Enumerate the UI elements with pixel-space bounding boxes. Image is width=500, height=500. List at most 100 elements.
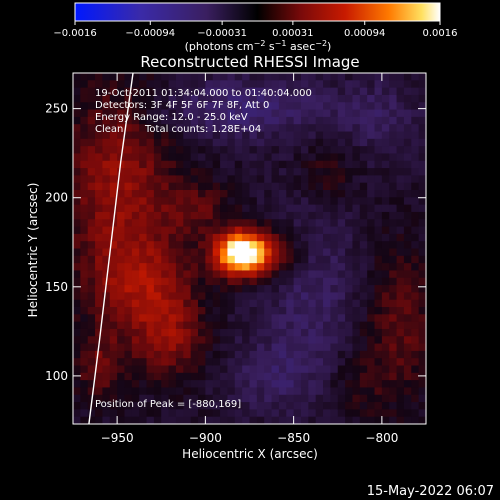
- heatmap-cell: [330, 358, 339, 367]
- heatmap-cell: [315, 160, 324, 169]
- heatmap-cell: [315, 380, 324, 389]
- heatmap-cell: [124, 299, 133, 308]
- heatmap-cell: [87, 358, 96, 367]
- heatmap-cell: [286, 204, 295, 213]
- heatmap-cell: [212, 219, 221, 228]
- heatmap-cell: [117, 190, 126, 198]
- annotation-total-counts: Total counts: 1.28E+04: [144, 124, 261, 135]
- heatmap-cell: [139, 138, 148, 147]
- heatmap-cell: [367, 94, 376, 103]
- heatmap-cell: [264, 116, 273, 125]
- heatmap-cell: [300, 190, 309, 198]
- heatmap-cell: [168, 73, 177, 81]
- heatmap-cell: [381, 138, 390, 147]
- heatmap-cell: [389, 255, 398, 264]
- heatmap-cell: [227, 372, 236, 381]
- heatmap-cell: [264, 146, 273, 155]
- heatmap-cell: [234, 394, 243, 403]
- heatmap-cell: [293, 292, 302, 301]
- heatmap-cell: [73, 146, 81, 155]
- heatmap-cell: [418, 226, 426, 235]
- heatmap-cell: [264, 211, 273, 220]
- heatmap-cell: [271, 197, 280, 206]
- heatmap-cell: [403, 314, 412, 323]
- heatmap-cell: [411, 270, 420, 279]
- heatmap-cell: [396, 321, 405, 330]
- heatmap-cell: [271, 270, 280, 279]
- heatmap-cell: [249, 248, 258, 257]
- heatmap-cell: [418, 394, 426, 403]
- heatmap-cell: [220, 131, 229, 140]
- heatmap-cell: [286, 190, 295, 198]
- heatmap-cell: [146, 87, 155, 96]
- heatmap-cell: [418, 248, 426, 257]
- heatmap-cell: [190, 219, 199, 228]
- heatmap-cell: [337, 168, 346, 176]
- heatmap-cell: [183, 73, 192, 81]
- heatmap-cell: [139, 336, 148, 345]
- heatmap-cell: [109, 270, 118, 279]
- heatmap-cell: [389, 387, 398, 396]
- heatmap-cell: [315, 263, 324, 272]
- heatmap-cell: [359, 73, 368, 81]
- heatmap-cell: [146, 197, 155, 206]
- heatmap-cell: [256, 402, 265, 410]
- heatmap-cell: [345, 131, 354, 140]
- heatmap-cell: [264, 343, 273, 352]
- heatmap-cell: [352, 197, 361, 206]
- heatmap-cell: [227, 394, 236, 403]
- heatmap-cell: [256, 336, 265, 345]
- heatmap-cell: [367, 80, 376, 89]
- heatmap-cell: [403, 372, 412, 381]
- heatmap-cell: [124, 131, 133, 140]
- heatmap-cell: [293, 204, 302, 213]
- heatmap-cell: [168, 350, 177, 359]
- heatmap-cell: [389, 336, 398, 345]
- heatmap-cell: [323, 182, 331, 191]
- heatmap-cell: [242, 168, 251, 176]
- heatmap-cell: [117, 116, 126, 125]
- heatmap-cell: [73, 219, 81, 228]
- heatmap-cell: [95, 416, 104, 424]
- heatmap-cell: [308, 416, 317, 424]
- heatmap-cell: [256, 241, 265, 250]
- heatmap-cell: [271, 124, 280, 133]
- heatmap-cell: [234, 241, 243, 250]
- heatmap-cell: [73, 299, 81, 308]
- heatmap-cell: [102, 233, 111, 242]
- heatmap-cell: [205, 402, 214, 410]
- heatmap-cell: [308, 292, 317, 301]
- heatmap-cell: [102, 153, 111, 162]
- heatmap-cell: [286, 131, 295, 140]
- heatmap-cell: [124, 219, 133, 228]
- heatmap-cell: [367, 336, 376, 345]
- heatmap-cell: [212, 409, 221, 418]
- heatmap-cell: [161, 190, 170, 198]
- heatmap-cell: [359, 387, 368, 396]
- heatmap-cell: [389, 109, 398, 118]
- heatmap-cell: [249, 350, 258, 359]
- heatmap-cell: [212, 73, 221, 81]
- heatmap-cell: [271, 350, 280, 359]
- heatmap-cell: [102, 138, 111, 147]
- heatmap-cell: [190, 87, 199, 96]
- heatmap-cell: [161, 336, 170, 345]
- heatmap-cell: [271, 226, 280, 235]
- heatmap-cell: [396, 168, 405, 176]
- heatmap-cell: [131, 409, 140, 418]
- heatmap-cell: [278, 365, 287, 374]
- heatmap-cell: [359, 138, 368, 147]
- heatmap-cell: [256, 270, 265, 279]
- heatmap-cell: [249, 277, 258, 286]
- heatmap-cell: [117, 394, 126, 403]
- heatmap-cell: [117, 358, 126, 367]
- heatmap-cell: [198, 153, 206, 162]
- heatmap-cell: [95, 263, 104, 272]
- heatmap-cell: [396, 226, 405, 235]
- heatmap-cell: [293, 365, 302, 374]
- heatmap-cell: [381, 321, 390, 330]
- heatmap-cell: [411, 160, 420, 169]
- heatmap-cell: [227, 131, 236, 140]
- heatmap-cell: [352, 343, 361, 352]
- heatmap-cell: [323, 270, 331, 279]
